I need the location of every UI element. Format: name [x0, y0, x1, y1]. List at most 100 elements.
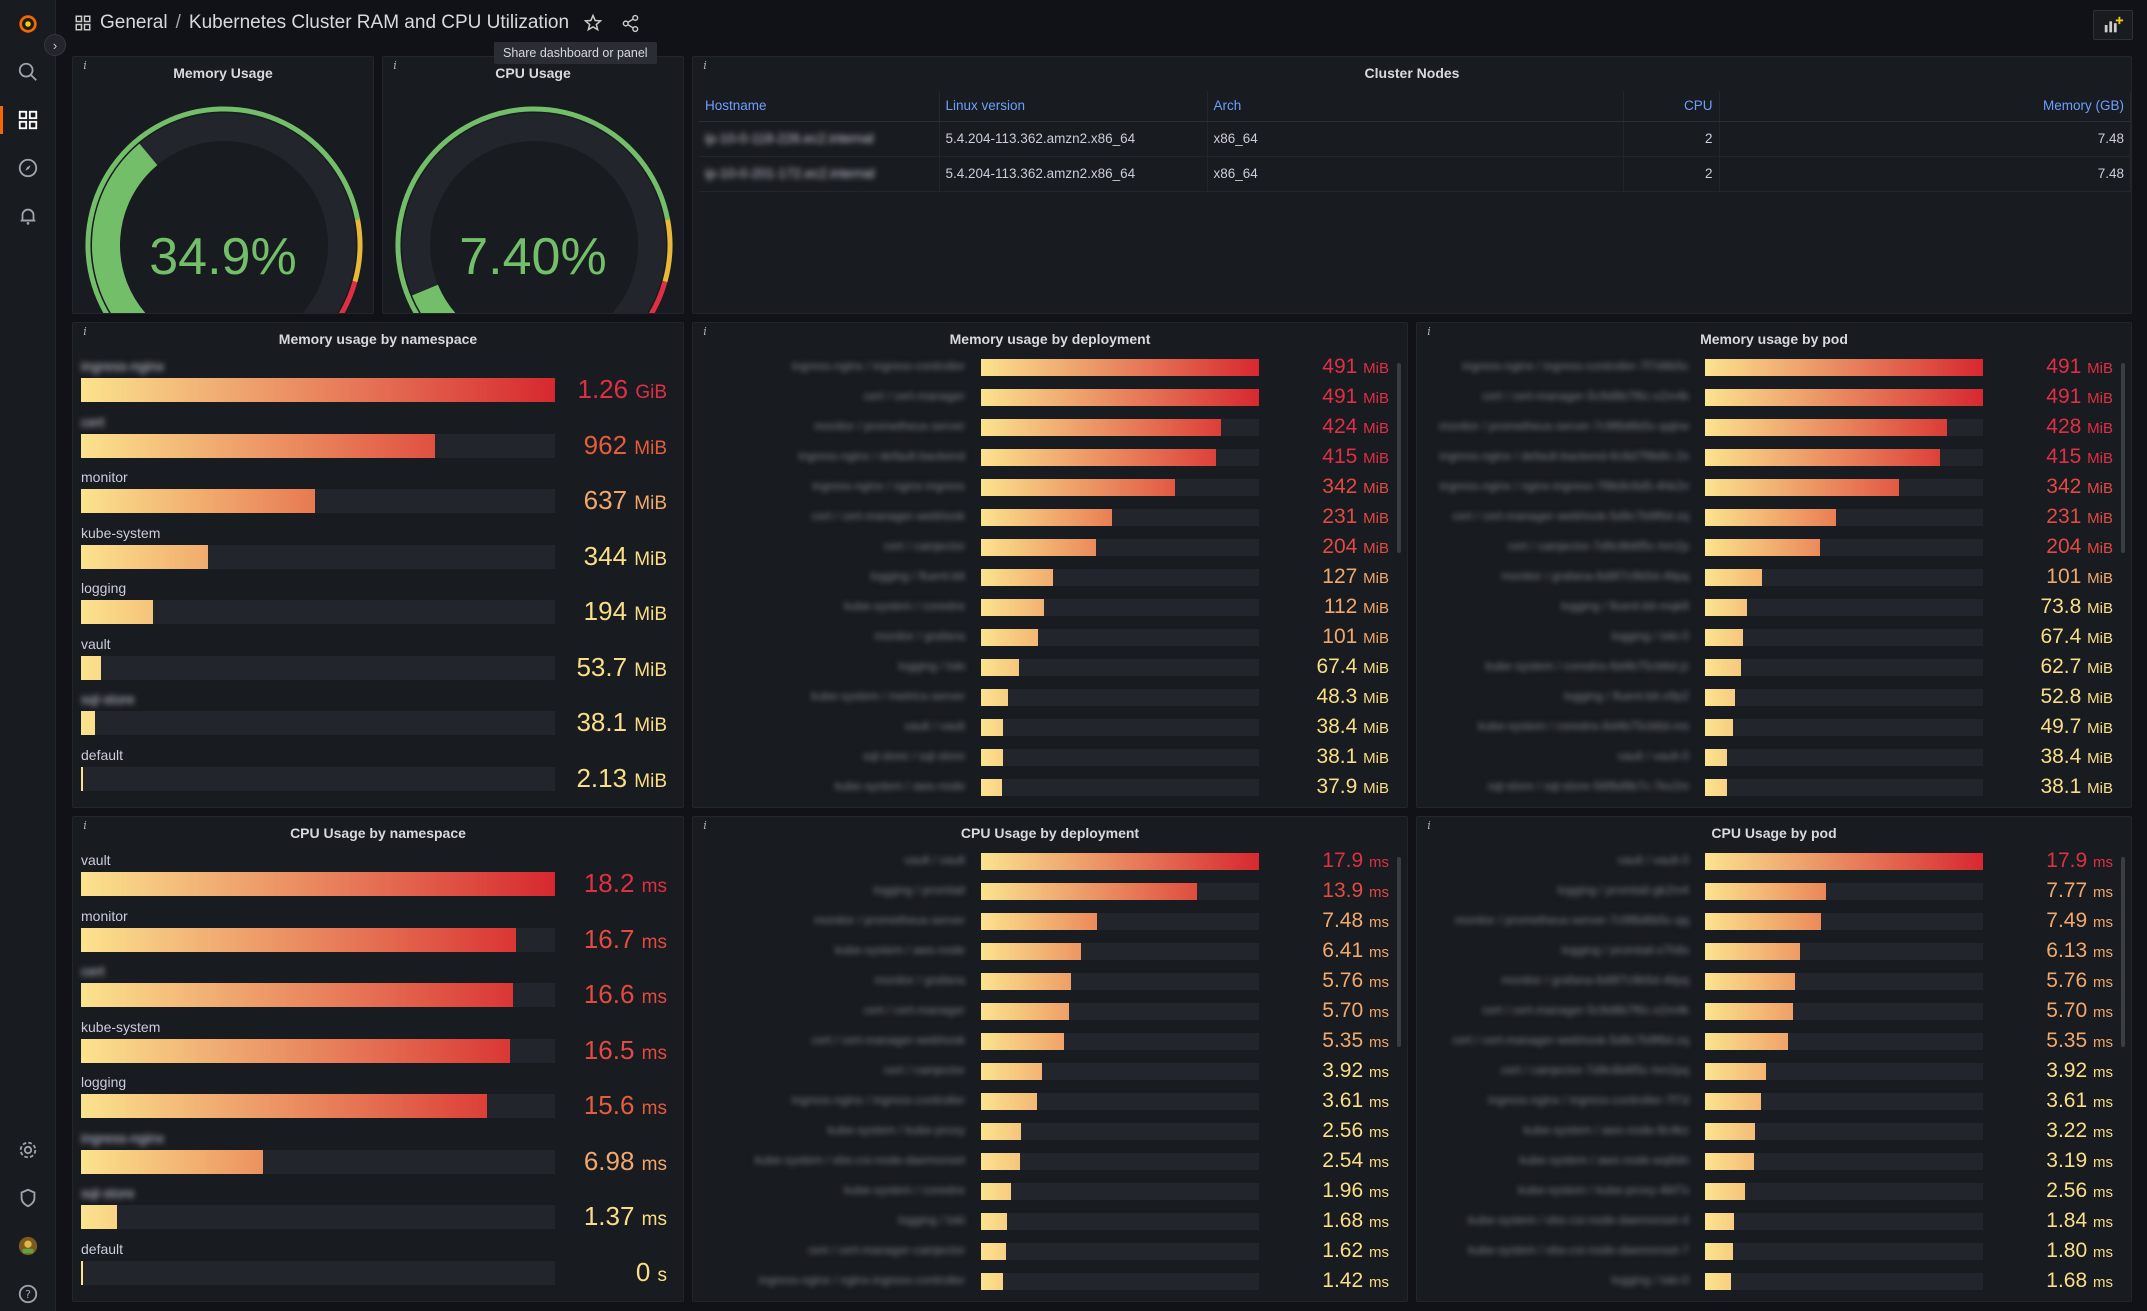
- cpu-by-namespace-panel[interactable]: i CPU Usage by namespace vault 18.2 ms mon…: [72, 816, 684, 1302]
- column-header[interactable]: CPU: [1623, 91, 1720, 122]
- column-header[interactable]: Memory (GB): [1719, 91, 2131, 122]
- avatar-icon[interactable]: [14, 1232, 42, 1260]
- panel-title[interactable]: Cluster Nodes: [1364, 65, 1460, 81]
- bar-track: [1705, 629, 1983, 646]
- bar-value: 7.49 ms: [2046, 910, 2113, 934]
- svg-text:?: ?: [25, 1288, 31, 1301]
- namespace-label: cert: [81, 963, 105, 979]
- value-number: 2.56: [2046, 1179, 2093, 1202]
- scrollbar[interactable]: [1397, 363, 1401, 553]
- bar-fill: [1705, 973, 1795, 990]
- value-number: 127: [1322, 565, 1364, 588]
- add-panel-button[interactable]: [2093, 10, 2133, 40]
- bar-track: [81, 655, 555, 680]
- bar-value: 48.3 MiB: [1316, 686, 1389, 710]
- memory-by-namespace-panel[interactable]: i Memory usage by namespace ingress-ngin…: [72, 322, 684, 808]
- bar-fill: [981, 853, 1259, 870]
- scrollbar[interactable]: [1397, 857, 1401, 1047]
- cpu-gauge: [395, 106, 673, 313]
- value-number: 15.6: [583, 1090, 642, 1120]
- namespace-label: logging: [81, 1074, 127, 1090]
- memory-gauge: [85, 106, 363, 313]
- breadcrumb-folder[interactable]: General: [100, 12, 168, 33]
- gear-icon[interactable]: [14, 1136, 42, 1164]
- memory-cell: 7.48: [1719, 121, 2131, 157]
- value-number: 2.54: [1322, 1149, 1369, 1172]
- info-icon[interactable]: i: [703, 59, 707, 72]
- value-unit: MiB: [2087, 420, 2113, 437]
- bar-value: 16.6 ms: [584, 979, 667, 1013]
- value-unit: ms: [1369, 944, 1389, 961]
- info-icon[interactable]: i: [393, 59, 397, 72]
- cpu-cell: 2: [1623, 156, 1720, 192]
- value-unit: ms: [2093, 884, 2113, 901]
- panel-title[interactable]: CPU Usage: [495, 65, 571, 81]
- bar-fill: [981, 779, 1003, 796]
- share-icon[interactable]: [621, 14, 640, 33]
- panel-title[interactable]: Memory usage by deployment: [949, 331, 1151, 347]
- bar-track: [81, 600, 555, 624]
- info-icon[interactable]: i: [83, 819, 87, 832]
- search-icon[interactable]: [14, 58, 42, 86]
- info-icon[interactable]: i: [83, 325, 87, 338]
- dashboard-title[interactable]: Kubernetes Cluster RAM and CPU Utilizati…: [188, 12, 570, 33]
- row-label: ingress-nginx / ingress-controller: [791, 359, 965, 373]
- panel-title[interactable]: CPU Usage by deployment: [960, 825, 1140, 841]
- row-label: cert / cainjector: [883, 539, 965, 553]
- column-header[interactable]: Hostname: [699, 91, 940, 122]
- info-icon[interactable]: i: [83, 59, 87, 72]
- shield-icon[interactable]: [14, 1184, 42, 1212]
- memory-by-pod-panel[interactable]: i Memory usage by pod ingress-nginx / in…: [1416, 322, 2132, 808]
- info-icon[interactable]: i: [1427, 819, 1431, 832]
- panel-title[interactable]: CPU Usage by pod: [1711, 825, 1837, 841]
- chevron-right-icon[interactable]: ›: [44, 34, 66, 56]
- column-header[interactable]: Linux version: [939, 91, 1208, 122]
- value-number: 1.68: [1322, 1209, 1369, 1232]
- panel-title[interactable]: CPU Usage by namespace: [290, 825, 466, 841]
- bar-fill: [1705, 1273, 1732, 1290]
- compass-icon[interactable]: [14, 154, 42, 182]
- bell-icon[interactable]: [14, 202, 42, 230]
- value-unit: s: [657, 1264, 668, 1286]
- bar-fill: [981, 1153, 1021, 1170]
- info-icon[interactable]: i: [703, 325, 707, 338]
- bar-value: 962 MiB: [584, 430, 667, 464]
- bar-track: [981, 419, 1259, 436]
- bar-track: [981, 509, 1259, 526]
- bar-value: 2.56 ms: [1322, 1120, 1389, 1144]
- bar-value: 5.70 ms: [2046, 1000, 2113, 1024]
- bar-track: [81, 433, 555, 458]
- help-icon[interactable]: ?: [14, 1280, 42, 1308]
- cpu-by-deployment-panel[interactable]: i CPU Usage by deployment vault / vault 1…: [692, 816, 1408, 1302]
- value-number: 49.7: [2040, 715, 2088, 738]
- row-label: cert / cert-manager: [863, 1003, 965, 1017]
- share-tooltip: Share dashboard or panel: [494, 42, 657, 64]
- grafana-logo-icon[interactable]: [14, 10, 42, 38]
- bar-fill: [1705, 1153, 1755, 1170]
- memory-usage-panel[interactable]: i Memory Usage 34.9%: [72, 56, 374, 314]
- info-icon[interactable]: i: [1427, 325, 1431, 338]
- bar-track: [1705, 749, 1983, 766]
- dashboards-grid-icon[interactable]: [14, 106, 42, 134]
- cpu-cell: 2: [1623, 121, 1720, 157]
- cluster-nodes-panel[interactable]: i Cluster Nodes Hostname Linux version A…: [692, 56, 2132, 314]
- bar-value: 2.54 ms: [1322, 1150, 1389, 1174]
- row-label: ingress-nginx / nginx-ingress-controller: [758, 1273, 965, 1287]
- bar-track: [981, 1033, 1259, 1050]
- column-header[interactable]: Arch: [1207, 91, 1624, 122]
- panel-title[interactable]: Memory usage by pod: [1700, 331, 1848, 347]
- value-number: 491: [1322, 355, 1364, 378]
- cpu-usage-panel[interactable]: i CPU Usage 7.40%: [382, 56, 684, 314]
- star-icon[interactable]: [583, 13, 603, 33]
- scrollbar[interactable]: [2121, 363, 2125, 553]
- info-icon[interactable]: i: [703, 819, 707, 832]
- cpu-gauge-track: [402, 113, 666, 313]
- bar-fill: [1705, 883, 1826, 900]
- bar-track: [981, 1153, 1259, 1170]
- cpu-by-pod-panel[interactable]: i CPU Usage by pod vault / vault-0 17.9 m…: [1416, 816, 2132, 1302]
- value-number: 491: [2046, 355, 2088, 378]
- scrollbar[interactable]: [2121, 857, 2125, 1047]
- panel-title[interactable]: Memory usage by namespace: [278, 331, 478, 347]
- memory-by-deployment-panel[interactable]: i Memory usage by deployment ingress-ngi…: [692, 322, 1408, 808]
- panel-title[interactable]: Memory Usage: [173, 65, 273, 81]
